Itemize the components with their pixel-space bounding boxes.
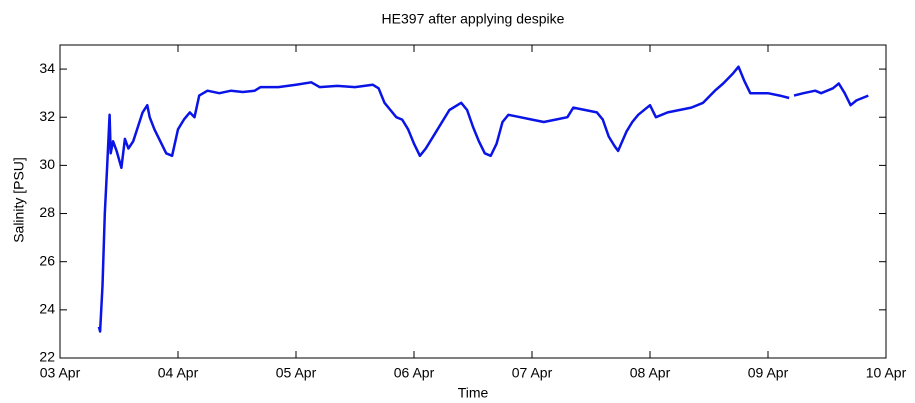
plot-frame (59, 44, 887, 359)
y-tick-label: 26 (39, 252, 55, 268)
x-tick-label: 03 Apr (40, 365, 81, 381)
chart-title: HE397 after applying despike (382, 11, 565, 27)
y-tick-label: 34 (39, 60, 55, 76)
x-tick-label: 05 Apr (276, 365, 317, 381)
x-tick-label: 07 Apr (512, 365, 553, 381)
y-axis-label: Salinity [PSU] (11, 157, 27, 243)
y-tick-label: 30 (39, 156, 55, 172)
data-line (97, 65, 869, 333)
x-tick-label: 06 Apr (394, 365, 435, 381)
y-tick-label: 24 (39, 301, 55, 317)
y-tick-label: 32 (39, 108, 55, 124)
x-tick-label: 08 Apr (630, 365, 671, 381)
x-axis-label: Time (458, 385, 489, 401)
x-tick-label: 10 Apr (866, 365, 907, 381)
y-tick-label: 28 (39, 204, 55, 220)
x-tick-label: 04 Apr (158, 365, 199, 381)
y-tick-label: 22 (39, 349, 55, 365)
x-tick-label: 09 Apr (748, 365, 789, 381)
